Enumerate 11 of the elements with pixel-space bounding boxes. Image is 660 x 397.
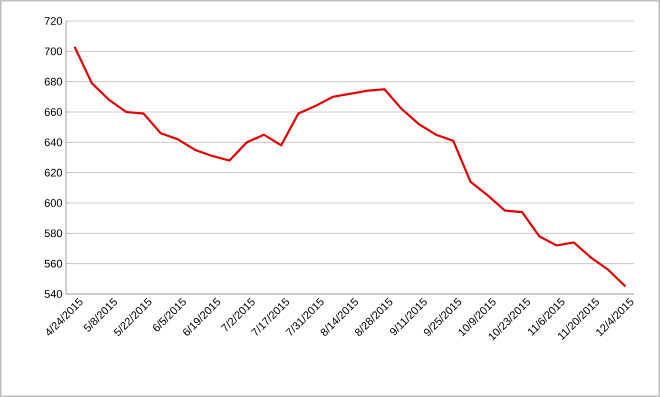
y-tick-label: 680 [44,78,62,86]
y-tick-label: 540 [44,290,62,298]
y-tick-label: 640 [44,138,62,146]
y-tick-label: 580 [44,229,62,238]
y-tick-label: 700 [44,47,62,56]
y-tick-label: 560 [44,260,62,268]
y-tick-label: 600 [44,199,62,207]
line-series [74,46,626,288]
y-tick-label: 620 [44,168,62,177]
y-tick-label: 720 [44,17,62,25]
y-tick-label: 660 [44,108,62,116]
